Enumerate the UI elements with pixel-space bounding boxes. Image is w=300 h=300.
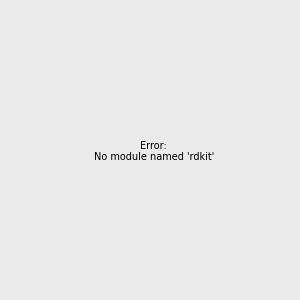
Text: Error:
No module named 'rdkit': Error: No module named 'rdkit' [94,141,214,162]
